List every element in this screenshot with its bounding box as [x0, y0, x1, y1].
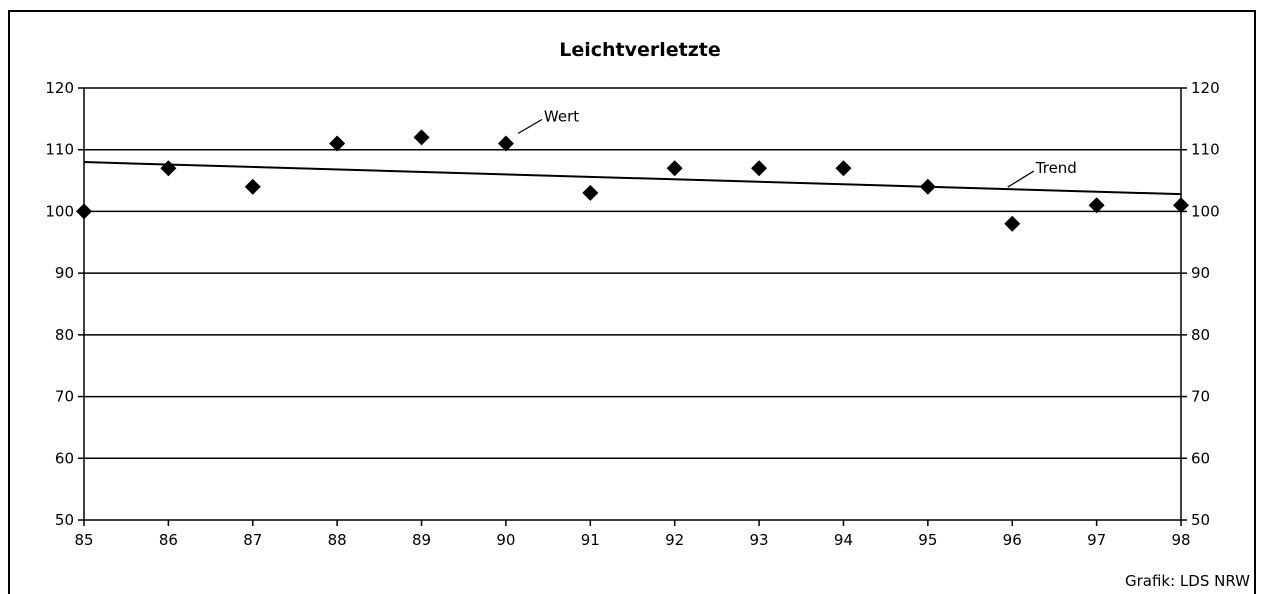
y-tick-label-left-110: 110 [45, 141, 74, 159]
data-point-98 [1173, 197, 1189, 214]
y-tick-label-right-110: 110 [1191, 141, 1220, 159]
y-tick-label-left-100: 100 [45, 202, 74, 220]
wert-annotation: Wert [544, 108, 579, 126]
credit-text: Grafik: LDS NRW [1125, 572, 1250, 590]
y-tick-label-right-120: 120 [1191, 79, 1220, 97]
x-tick-label-89: 89 [412, 531, 431, 549]
x-tick-label-86: 86 [159, 531, 178, 549]
y-tick-label-right-80: 80 [1191, 326, 1210, 344]
axes: 50 50 60 60 70 70 80 80 90 90 100 100 110 110 120 120 85… [45, 79, 1219, 549]
data-point-87 [244, 178, 261, 195]
data-point-96 [1004, 215, 1021, 232]
x-tick-label-88: 88 [328, 531, 347, 549]
y-tick-label-right-50: 50 [1191, 511, 1210, 529]
y-tick-label-left-120: 120 [45, 79, 74, 97]
y-tick-label-left-70: 70 [55, 388, 74, 406]
chart-frame [8, 10, 1256, 594]
x-tick-label-97: 97 [1087, 531, 1106, 549]
x-tick-label-85: 85 [74, 531, 93, 549]
data-point-90 [497, 135, 514, 152]
data-point-95 [919, 178, 936, 195]
data-point-89 [413, 129, 430, 146]
y-tick-label-right-90: 90 [1191, 264, 1210, 282]
x-tick-label-98: 98 [1171, 531, 1190, 549]
trend-line [83, 161, 1182, 196]
data-point-92 [666, 160, 683, 177]
y-tick-label-left-90: 90 [55, 264, 74, 282]
annotations: Wert Trend [517, 108, 1077, 188]
data-point-91 [582, 184, 599, 201]
trend-annotation: Trend [1035, 159, 1077, 177]
wert-leader-line [517, 119, 543, 135]
x-tick-label-95: 95 [918, 531, 937, 549]
grid-lines [84, 87, 1181, 521]
data-point-97 [1088, 197, 1105, 214]
x-tick-label-91: 91 [581, 531, 600, 549]
x-tick-label-96: 96 [1003, 531, 1022, 549]
y-tick-label-right-60: 60 [1191, 449, 1210, 467]
y-tick-label-left-60: 60 [55, 449, 74, 467]
x-tick-label-90: 90 [496, 531, 515, 549]
trend-leader-line [1007, 170, 1035, 188]
trend-series [83, 161, 1182, 196]
data-point-93 [751, 160, 768, 177]
x-tick-label-94: 94 [834, 531, 853, 549]
x-tick-label-87: 87 [243, 531, 262, 549]
y-tick-label-right-70: 70 [1191, 388, 1210, 406]
x-tick-label-93: 93 [750, 531, 769, 549]
data-point-94 [835, 160, 852, 177]
y-tick-label-left-80: 80 [55, 326, 74, 344]
data-point-88 [329, 135, 346, 152]
value-series [76, 129, 1189, 232]
y-tick-label-left-50: 50 [55, 511, 74, 529]
data-point-86 [160, 160, 177, 177]
data-point-85 [76, 203, 92, 220]
chart-title: Leichtverletzte [559, 39, 721, 61]
x-tick-label-92: 92 [665, 531, 684, 549]
y-tick-label-right-100: 100 [1191, 202, 1220, 220]
